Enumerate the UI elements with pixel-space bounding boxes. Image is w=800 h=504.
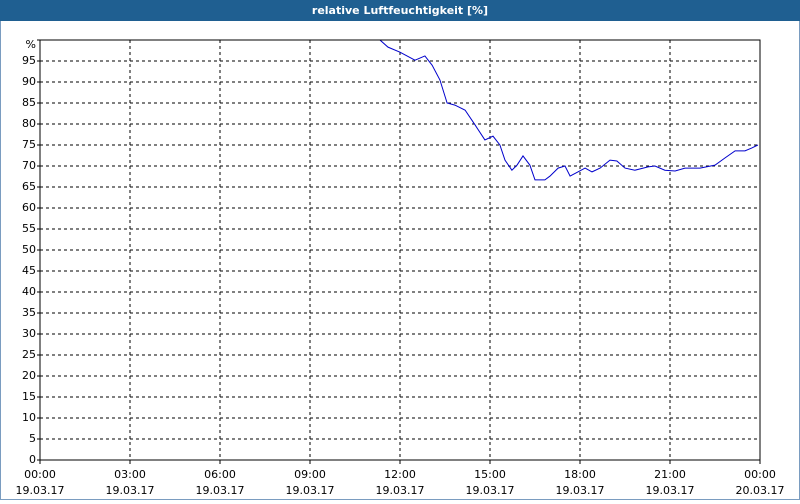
y-tick-label: 85 [22,96,36,109]
x-tick-label: 06:00 [204,468,236,481]
y-tick-label: 75 [22,138,36,151]
y-tick-label: 20 [22,369,36,382]
y-tick-label: 50 [22,243,36,256]
x-tick-label: 03:00 [114,468,146,481]
title-bar: relative Luftfeuchtigkeit [%] [0,0,800,21]
y-tick-label: 5 [29,432,36,445]
x-tick-date: 19.03.17 [196,484,245,497]
y-tick-label: % [26,38,36,51]
y-tick-label: 55 [22,222,36,235]
x-tick-label: 18:00 [564,468,596,481]
x-tick-date: 19.03.17 [376,484,425,497]
y-tick-label: 35 [22,306,36,319]
y-tick-label: 40 [22,285,36,298]
marks [379,40,759,181]
y-tick-label: 90 [22,75,36,88]
y-tick-label: 0 [29,453,36,466]
x-tick-date: 20.03.17 [736,484,785,497]
x-tick-label: 15:00 [474,468,506,481]
title-background [0,0,800,21]
y-tick-label: 70 [22,159,36,172]
x-tick-date: 19.03.17 [556,484,605,497]
y-tick-label: 30 [22,327,36,340]
data-line [379,40,759,181]
y-tick-label: 15 [22,390,36,403]
x-tick-date: 19.03.17 [16,484,65,497]
y-tick-label: 10 [22,411,36,424]
y-tick-label: 45 [22,264,36,277]
y-tick-label: 65 [22,180,36,193]
x-tick-date: 19.03.17 [286,484,335,497]
y-tick-label: 25 [22,348,36,361]
x-tick-label: 00:00 [24,468,56,481]
x-tick-date: 19.03.17 [106,484,155,497]
x-tick-date: 19.03.17 [466,484,515,497]
x-tick-label: 21:00 [654,468,686,481]
y-tick-label: 95 [22,54,36,67]
x-tick-label: 00:00 [744,468,776,481]
chart-title: relative Luftfeuchtigkeit [%] [312,4,488,17]
x-tick-date: 19.03.17 [646,484,695,497]
y-tick-label: 80 [22,117,36,130]
x-tick-label: 09:00 [294,468,326,481]
labels: 0 5 10 15 20 25 30 35 40 45 50 55 60 65 70 75 80 85 90 95% 0… [16,38,785,497]
plot-border [39,39,761,461]
y-tick-label: 60 [22,201,36,214]
x-tick-label: 12:00 [384,468,416,481]
